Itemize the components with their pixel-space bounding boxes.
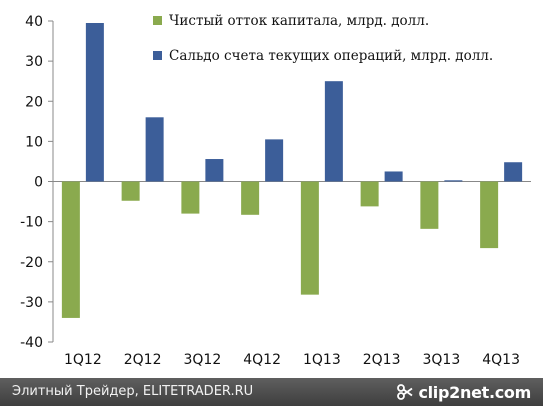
x-category-label: 2Q12 [124,352,162,368]
plot-area: 40 30 20 10 0 -10 -20 -30 -40 1Q12 2Q12 3Q12 4Q12 1Q1… [20,14,531,368]
x-category-label: 3Q12 [184,352,222,368]
bar-1Q12-series-1 [61,181,80,318]
y-tick-label: -40 [20,335,43,351]
clip2net-logo[interactable]: clip2net.com [396,381,531,403]
y-tick-label: -30 [20,295,43,311]
x-category-label: 3Q13 [423,352,461,368]
y-tick-label: 30 [25,54,43,70]
bar-4Q13-series-2 [504,162,523,182]
bar-3Q13-series-2 [444,180,463,182]
bar-4Q12-series-1 [241,181,260,215]
bar-1Q12-series-2 [85,23,104,182]
clip2net-logo-text: clip2net.com [418,382,531,402]
x-category-label: 1Q13 [303,352,341,368]
legend-swatch-net-outflow [153,16,162,25]
x-category-label: 1Q12 [64,352,102,368]
y-tick-label: 40 [25,14,43,30]
y-tick-label: 0 [34,175,43,191]
bar-2Q12-series-1 [121,181,140,201]
bar-4Q13-series-1 [480,181,499,249]
bar-2Q13-series-2 [384,171,403,182]
y-tick-label: 20 [25,94,43,110]
scissors-icon [397,384,413,400]
legend-swatch-current-account [153,51,162,60]
bar-3Q12-series-1 [181,181,200,214]
x-category-label: 4Q13 [482,352,520,368]
x-category-label: 2Q13 [363,352,401,368]
footer-bar: Элитный Трейдер, ELITETRADER.RU clip2net… [0,378,543,406]
bar-1Q13-series-1 [300,181,319,295]
bar-2Q12-series-2 [145,117,164,182]
chart: Чистый отток капитала, млрд. долл. Сальд… [20,13,531,368]
footer-caption: Элитный Трейдер, ELITETRADER.RU [12,384,254,399]
bar-3Q12-series-2 [205,159,224,182]
y-tick-label: -10 [20,215,43,231]
y-tick-label: -20 [20,255,43,271]
legend: Чистый отток капитала, млрд. долл. Сальд… [153,13,493,64]
bar-4Q12-series-2 [265,139,284,182]
bar-2Q13-series-1 [360,181,379,207]
bar-1Q13-series-2 [324,81,343,182]
y-tick-label: 10 [25,134,43,150]
legend-label-net-outflow: Чистый отток капитала, млрд. долл. [169,13,429,29]
x-category-label: 4Q12 [243,352,281,368]
bar-3Q13-series-1 [420,181,439,229]
legend-label-current-account: Сальдо счета текущих операций, млрд. дол… [169,48,493,64]
